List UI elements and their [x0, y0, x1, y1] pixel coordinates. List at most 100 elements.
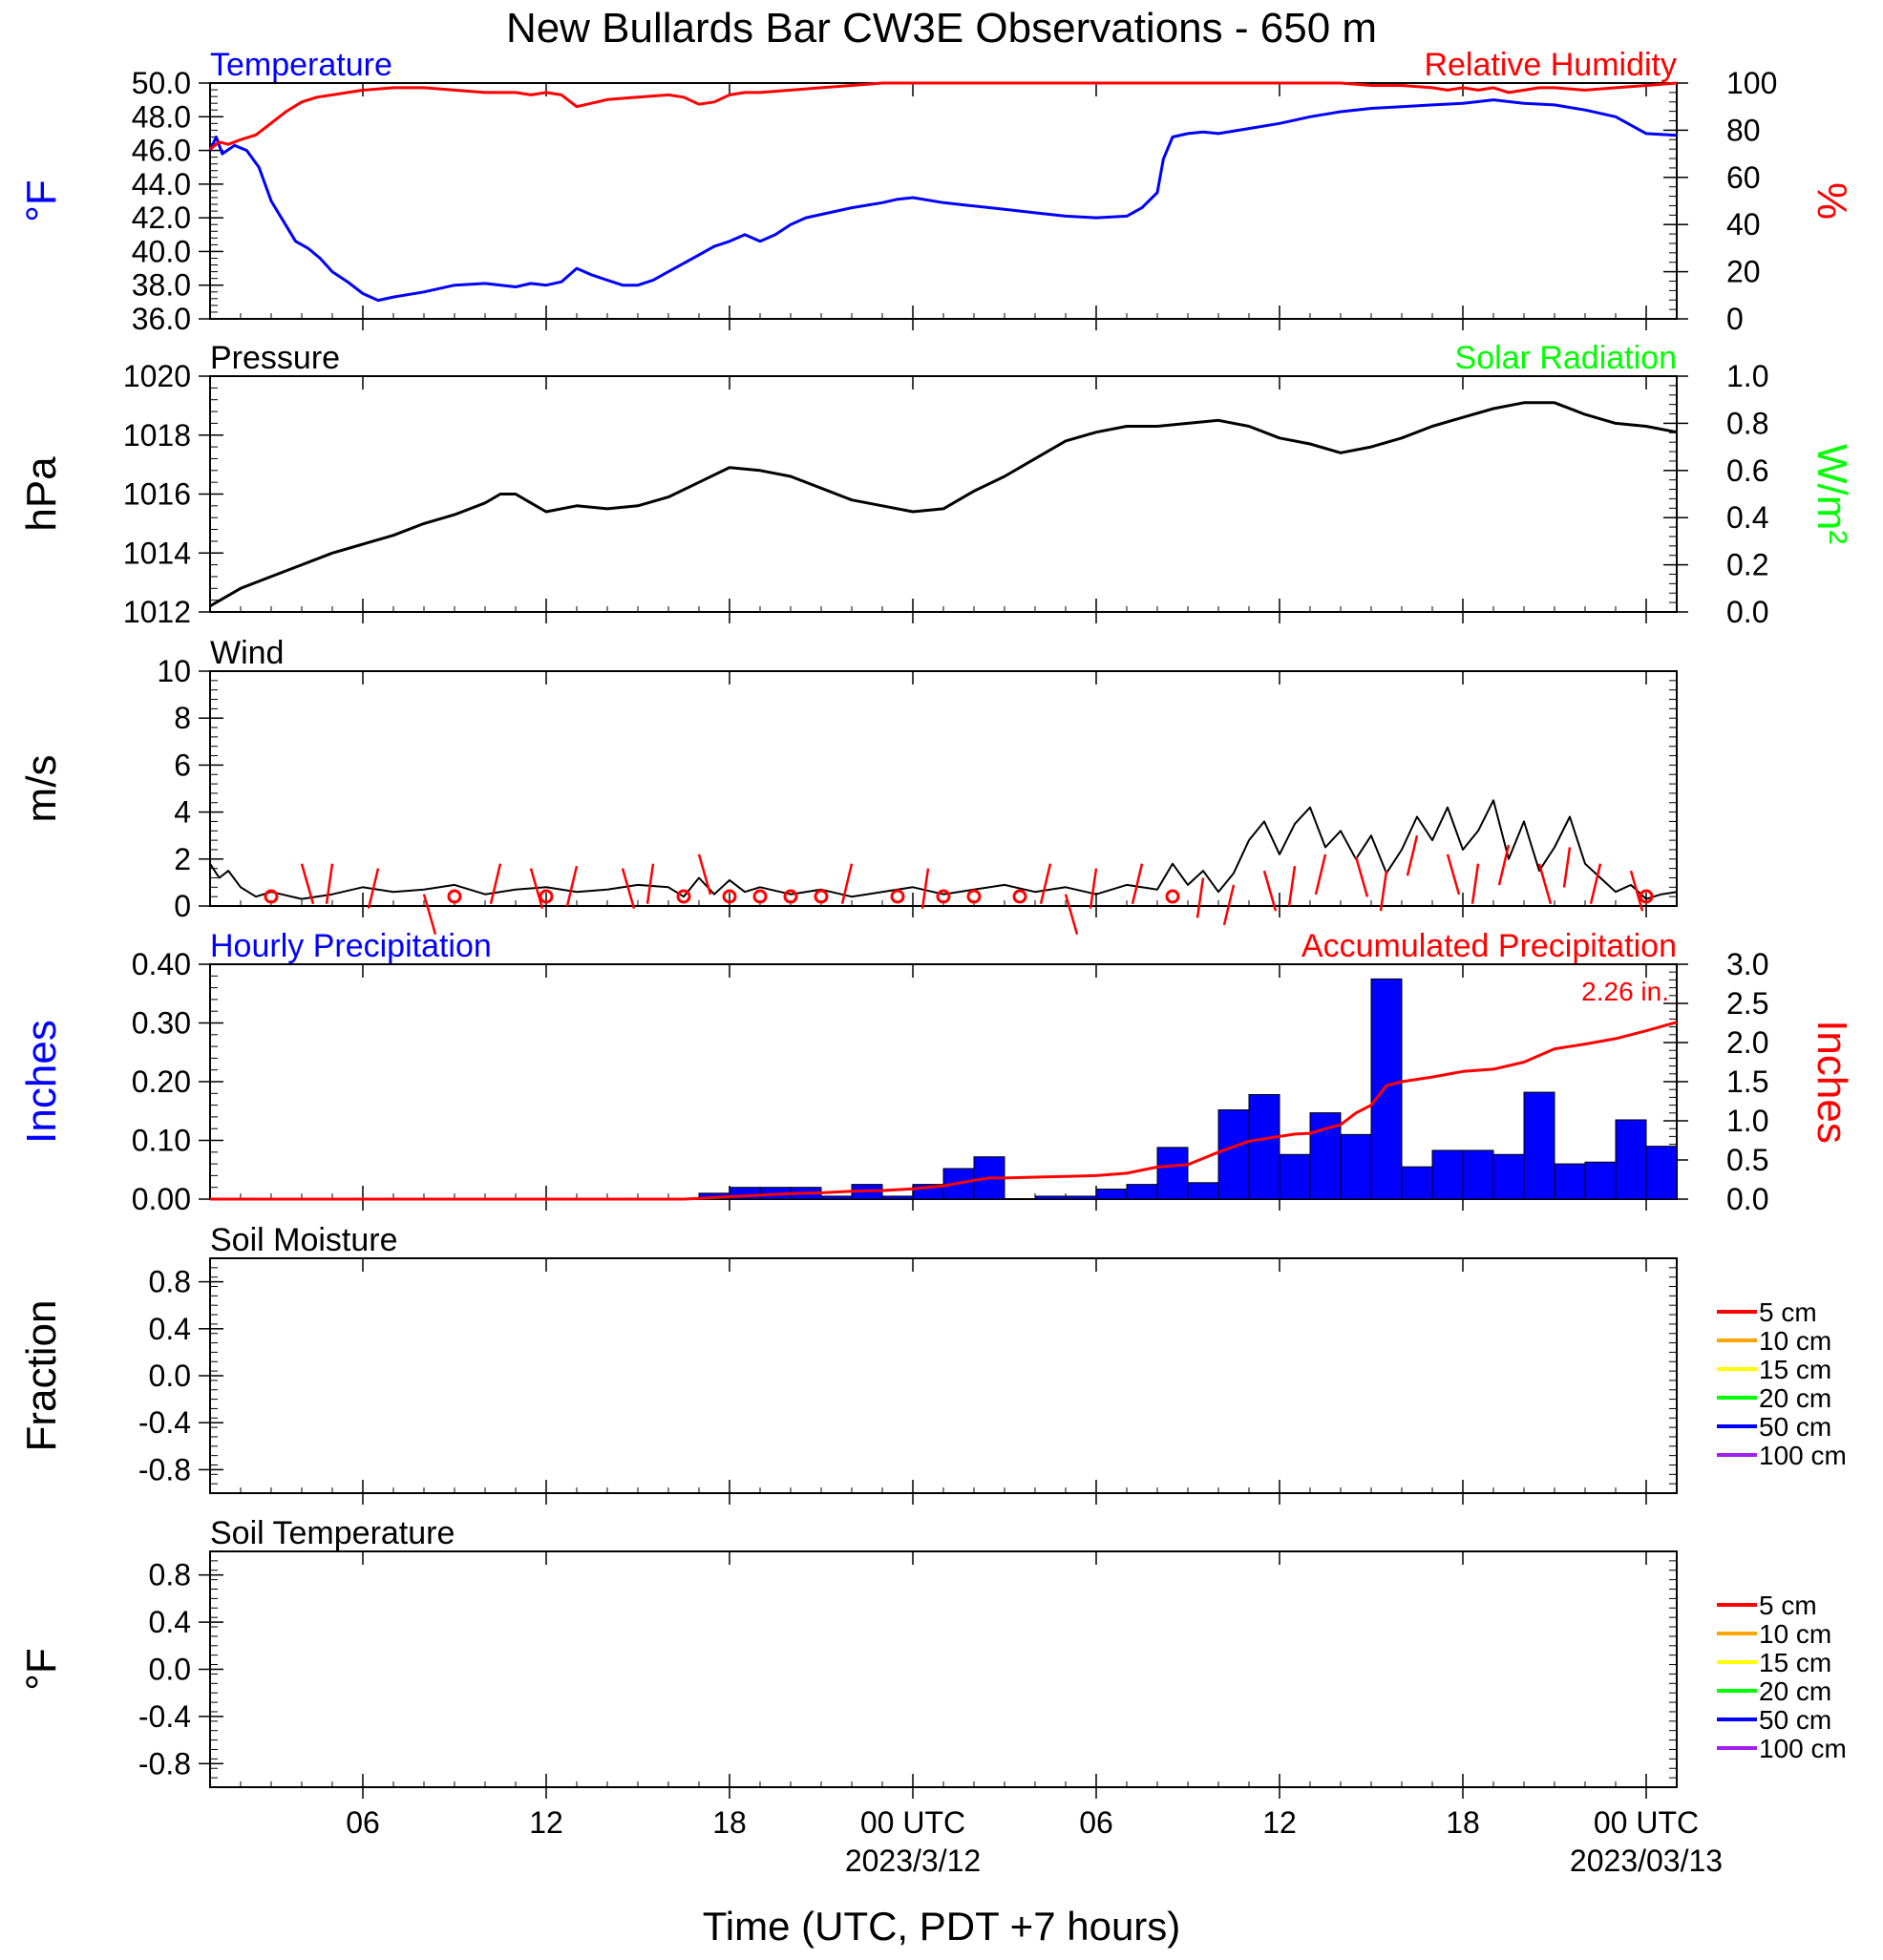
precip-bar [1462, 1149, 1494, 1200]
x-tick-label: 12 [529, 1805, 563, 1840]
legend-label: 20 cm [1759, 1383, 1831, 1413]
legend-label: 5 cm [1759, 1297, 1817, 1327]
y2-tick-label: 1.5 [1726, 1064, 1768, 1099]
calm-wind-circle [783, 889, 798, 904]
y2-tick-label: 1.0 [1726, 1104, 1768, 1138]
pressure-line [209, 401, 1678, 608]
y-tick-label: 0.40 [132, 947, 191, 981]
relative-humidity-line [209, 81, 1678, 151]
precip-bar [1126, 1184, 1158, 1200]
wind-barb [1039, 863, 1052, 905]
precip-bar [1584, 1161, 1617, 1200]
wind-line [209, 799, 1678, 900]
y2-tick-label: 3.0 [1726, 947, 1768, 981]
wind-barb [300, 863, 315, 905]
wind-barb [1262, 870, 1278, 912]
y-tick-label: 50.0 [132, 66, 191, 100]
calm-wind-circle [1165, 889, 1180, 904]
y-tick-label: 0.20 [132, 1064, 191, 1099]
panel-left-title: Hourly Precipitation [210, 928, 492, 964]
y2-axis-label: % [1809, 182, 1855, 220]
y2-tick-label: 0.8 [1726, 406, 1768, 440]
x-tick-label: 18 [712, 1805, 747, 1840]
panel-right-title: Solar Radiation [1455, 340, 1677, 376]
y2-tick-label: 2.5 [1726, 986, 1768, 1021]
y2-tick-label: 0.2 [1726, 548, 1768, 582]
y-axis-label: m/s [18, 755, 65, 823]
wind-barb [1195, 877, 1205, 918]
wind-barb [1497, 844, 1511, 886]
y-tick-label: 0.4 [149, 1312, 191, 1346]
wind-barb [645, 863, 655, 904]
y2-tick-label: 1.0 [1726, 359, 1768, 393]
x-tick-date: 2023/3/12 [845, 1844, 981, 1878]
x-tick-label: 00 UTC [860, 1805, 965, 1840]
y-tick-label: 42.0 [132, 200, 191, 235]
wind-barb [529, 868, 544, 909]
wind-barb [1131, 863, 1144, 905]
panels: 36.038.040.042.044.046.048.050.002040608… [18, 47, 1855, 1799]
y-tick-label: 1012 [123, 595, 191, 629]
plot-frame [209, 1550, 1678, 1788]
x-tick-label: 06 [346, 1805, 380, 1840]
wind-barb [325, 863, 334, 904]
y-tick-label: 10 [157, 654, 191, 688]
precip-bar [1034, 1195, 1067, 1200]
wind-barb [422, 894, 437, 936]
wind-barb [1379, 870, 1388, 912]
panel-soil-moisture: -0.8 -0.4 0.0 0.4 0.8 Soil Moisture Fraction 5 … [18, 1222, 1847, 1505]
precip-bar [1645, 1146, 1678, 1200]
wind-barb [1589, 863, 1602, 905]
panel-wind: 0 2 4 6 8 10 Wind m/s [18, 635, 1678, 936]
panel-right-title: Accumulated Precipitation [1301, 928, 1677, 964]
wind-barb [920, 868, 930, 909]
y-tick-label: 48.0 [132, 99, 191, 134]
legend-label: 15 cm [1759, 1648, 1831, 1677]
legend-label: 50 cm [1759, 1412, 1831, 1442]
panel-left-title: Soil Temperature [210, 1515, 455, 1551]
wind-barb [1470, 863, 1480, 904]
wind-barb [1629, 870, 1644, 912]
precip-bar [820, 1195, 853, 1200]
y-tick-label: 40.0 [132, 234, 191, 268]
temperature-line [208, 98, 1678, 303]
x-tick-label: 00 UTC [1594, 1805, 1699, 1840]
panel-temperature-humidity: 36.038.040.042.044.046.048.050.0 0 20 40 60 8… [18, 47, 1855, 336]
calm-wind-circle [447, 889, 462, 904]
y2-tick-label: 2.0 [1726, 1025, 1768, 1060]
y2-tick-label: 0.0 [1726, 595, 1768, 629]
legend-label: 5 cm [1759, 1591, 1817, 1620]
precip-bar [1401, 1166, 1433, 1200]
panel-left-title: Pressure [210, 340, 340, 376]
y-tick-label: 0.0 [149, 1653, 191, 1687]
wind-barb [367, 868, 380, 909]
precip-bar [1065, 1195, 1097, 1200]
wind-barb [1446, 854, 1461, 896]
precip-bar [1279, 1153, 1311, 1200]
y-tick-label: 1018 [123, 418, 191, 453]
y-tick-label: 0.00 [132, 1182, 191, 1216]
calm-wind-circle [936, 889, 951, 904]
calm-wind-circle [539, 889, 554, 904]
y-axis-label: Inches [18, 1020, 65, 1144]
y-tick-label: 0.10 [132, 1124, 191, 1158]
precip-bar [1187, 1182, 1219, 1200]
plot-frame [209, 1257, 1678, 1494]
precip-bar [1554, 1163, 1586, 1200]
panel-left-title: Temperature [210, 47, 392, 83]
calm-wind-circle [264, 889, 279, 904]
precip-bar [1431, 1149, 1464, 1200]
plot-frame [209, 375, 1678, 613]
wind-barb [565, 865, 579, 907]
wind-barb [1314, 854, 1327, 896]
chart-title: New Bullards Bar CW3E Observations - 650… [506, 5, 1377, 52]
precip-bar [1492, 1153, 1525, 1200]
calm-wind-circle [752, 889, 768, 904]
wind-barb [1064, 894, 1079, 936]
wind-barb [1406, 834, 1419, 876]
precip-bar [881, 1195, 914, 1200]
y-tick-label: 1020 [123, 359, 191, 393]
y2-axis-label: W/m² [1809, 444, 1855, 544]
wind-barb [489, 863, 502, 905]
y-tick-label: 1014 [123, 536, 191, 570]
